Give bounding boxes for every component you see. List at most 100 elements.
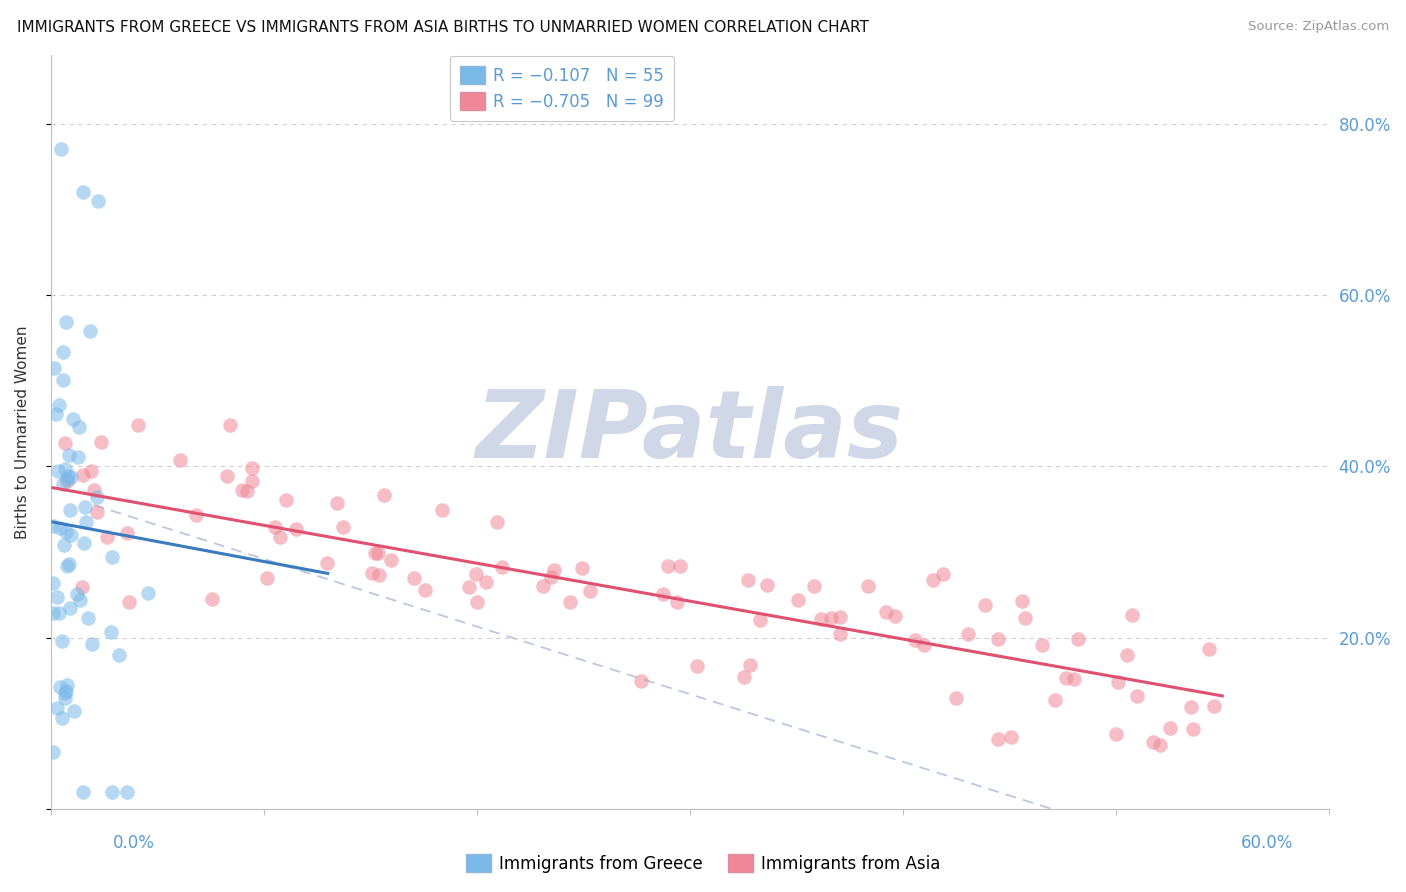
Point (73, 536, 96, 550)
Point (240, 461, 263, 475)
Point (332, 520, 354, 534)
Point (828, 627, 851, 641)
Point (1198, 642, 1220, 657)
Point (413, 583, 436, 598)
Point (215, 468, 238, 483)
Point (1107, 674, 1129, 689)
Point (72, 468, 94, 483)
Legend: R = −0.107   N = 55, R = −0.705   N = 99: R = −0.107 N = 55, R = −0.705 N = 99 (450, 56, 673, 120)
Point (932, 567, 955, 582)
Point (1149, 739, 1171, 753)
Point (46, 464, 69, 478)
Point (51, 633, 73, 648)
Point (67, 420, 90, 434)
Point (531, 579, 554, 593)
Point (56, 472, 79, 486)
Point (56, 469, 79, 483)
Point (53, 686, 76, 700)
Point (58, 557, 80, 571)
Point (657, 559, 679, 574)
Point (86, 505, 108, 519)
Point (921, 574, 943, 588)
Point (51, 142, 73, 156)
Point (242, 474, 264, 488)
Point (1000, 731, 1022, 745)
Point (42, 575, 65, 590)
Point (169, 453, 191, 467)
Point (70, 580, 93, 594)
Point (86, 491, 108, 505)
Point (630, 674, 652, 689)
Point (79, 464, 101, 478)
Point (1067, 632, 1090, 647)
Point (115, 525, 138, 540)
Point (48, 398, 70, 412)
Point (65, 587, 87, 601)
Point (1159, 721, 1181, 735)
Y-axis label: Births to Unmarried Women: Births to Unmarried Women (15, 326, 30, 539)
Point (1202, 698, 1225, 713)
Point (63, 704, 86, 718)
Point (404, 571, 426, 585)
Text: IMMIGRANTS FROM GREECE VS IMMIGRANTS FROM ASIA BIRTHS TO UNMARRIED WOMEN CORRELA: IMMIGRANTS FROM GREECE VS IMMIGRANTS FRO… (17, 20, 869, 35)
Point (55, 315, 77, 329)
Point (48, 681, 70, 695)
Point (59, 502, 82, 516)
Point (58, 448, 80, 462)
Point (52, 373, 75, 387)
Point (62, 411, 84, 425)
Point (957, 627, 980, 641)
Point (457, 580, 479, 594)
Point (1182, 723, 1205, 737)
Point (1125, 690, 1147, 704)
Point (55, 524, 77, 539)
Point (79, 324, 101, 338)
Point (201, 591, 224, 606)
Point (108, 648, 131, 662)
Point (1014, 611, 1036, 625)
Point (67, 450, 90, 464)
Point (42, 519, 65, 533)
Point (118, 595, 141, 609)
Point (987, 632, 1010, 647)
Point (90, 434, 112, 449)
Point (127, 417, 149, 432)
Point (59, 528, 82, 542)
Point (830, 610, 852, 624)
Point (53, 690, 76, 705)
Point (748, 613, 770, 627)
Point (56, 474, 79, 488)
Point (364, 546, 387, 560)
Point (1031, 638, 1053, 652)
Point (361, 566, 384, 581)
Point (51, 711, 73, 725)
Point (53, 537, 76, 551)
Point (367, 547, 389, 561)
Point (53, 461, 76, 475)
Point (858, 579, 880, 593)
Point (540, 570, 562, 584)
Point (101, 785, 124, 799)
Point (184, 508, 207, 522)
Point (904, 633, 927, 648)
Point (579, 584, 602, 599)
Point (740, 658, 762, 673)
Point (86, 194, 108, 208)
Point (560, 595, 582, 609)
Point (686, 658, 709, 673)
Point (59, 600, 82, 615)
Point (82, 637, 104, 651)
Point (46, 700, 69, 714)
Point (1180, 699, 1202, 714)
Legend: Immigrants from Greece, Immigrants from Asia: Immigrants from Greece, Immigrants from … (458, 847, 948, 880)
Point (83, 483, 105, 498)
Point (48, 606, 70, 620)
Point (875, 606, 897, 620)
Point (53, 436, 76, 450)
Point (810, 612, 832, 626)
Text: 60.0%: 60.0% (1241, 834, 1294, 852)
Point (1142, 734, 1164, 748)
Point (1105, 727, 1128, 741)
Point (49, 521, 72, 535)
Point (373, 488, 395, 502)
